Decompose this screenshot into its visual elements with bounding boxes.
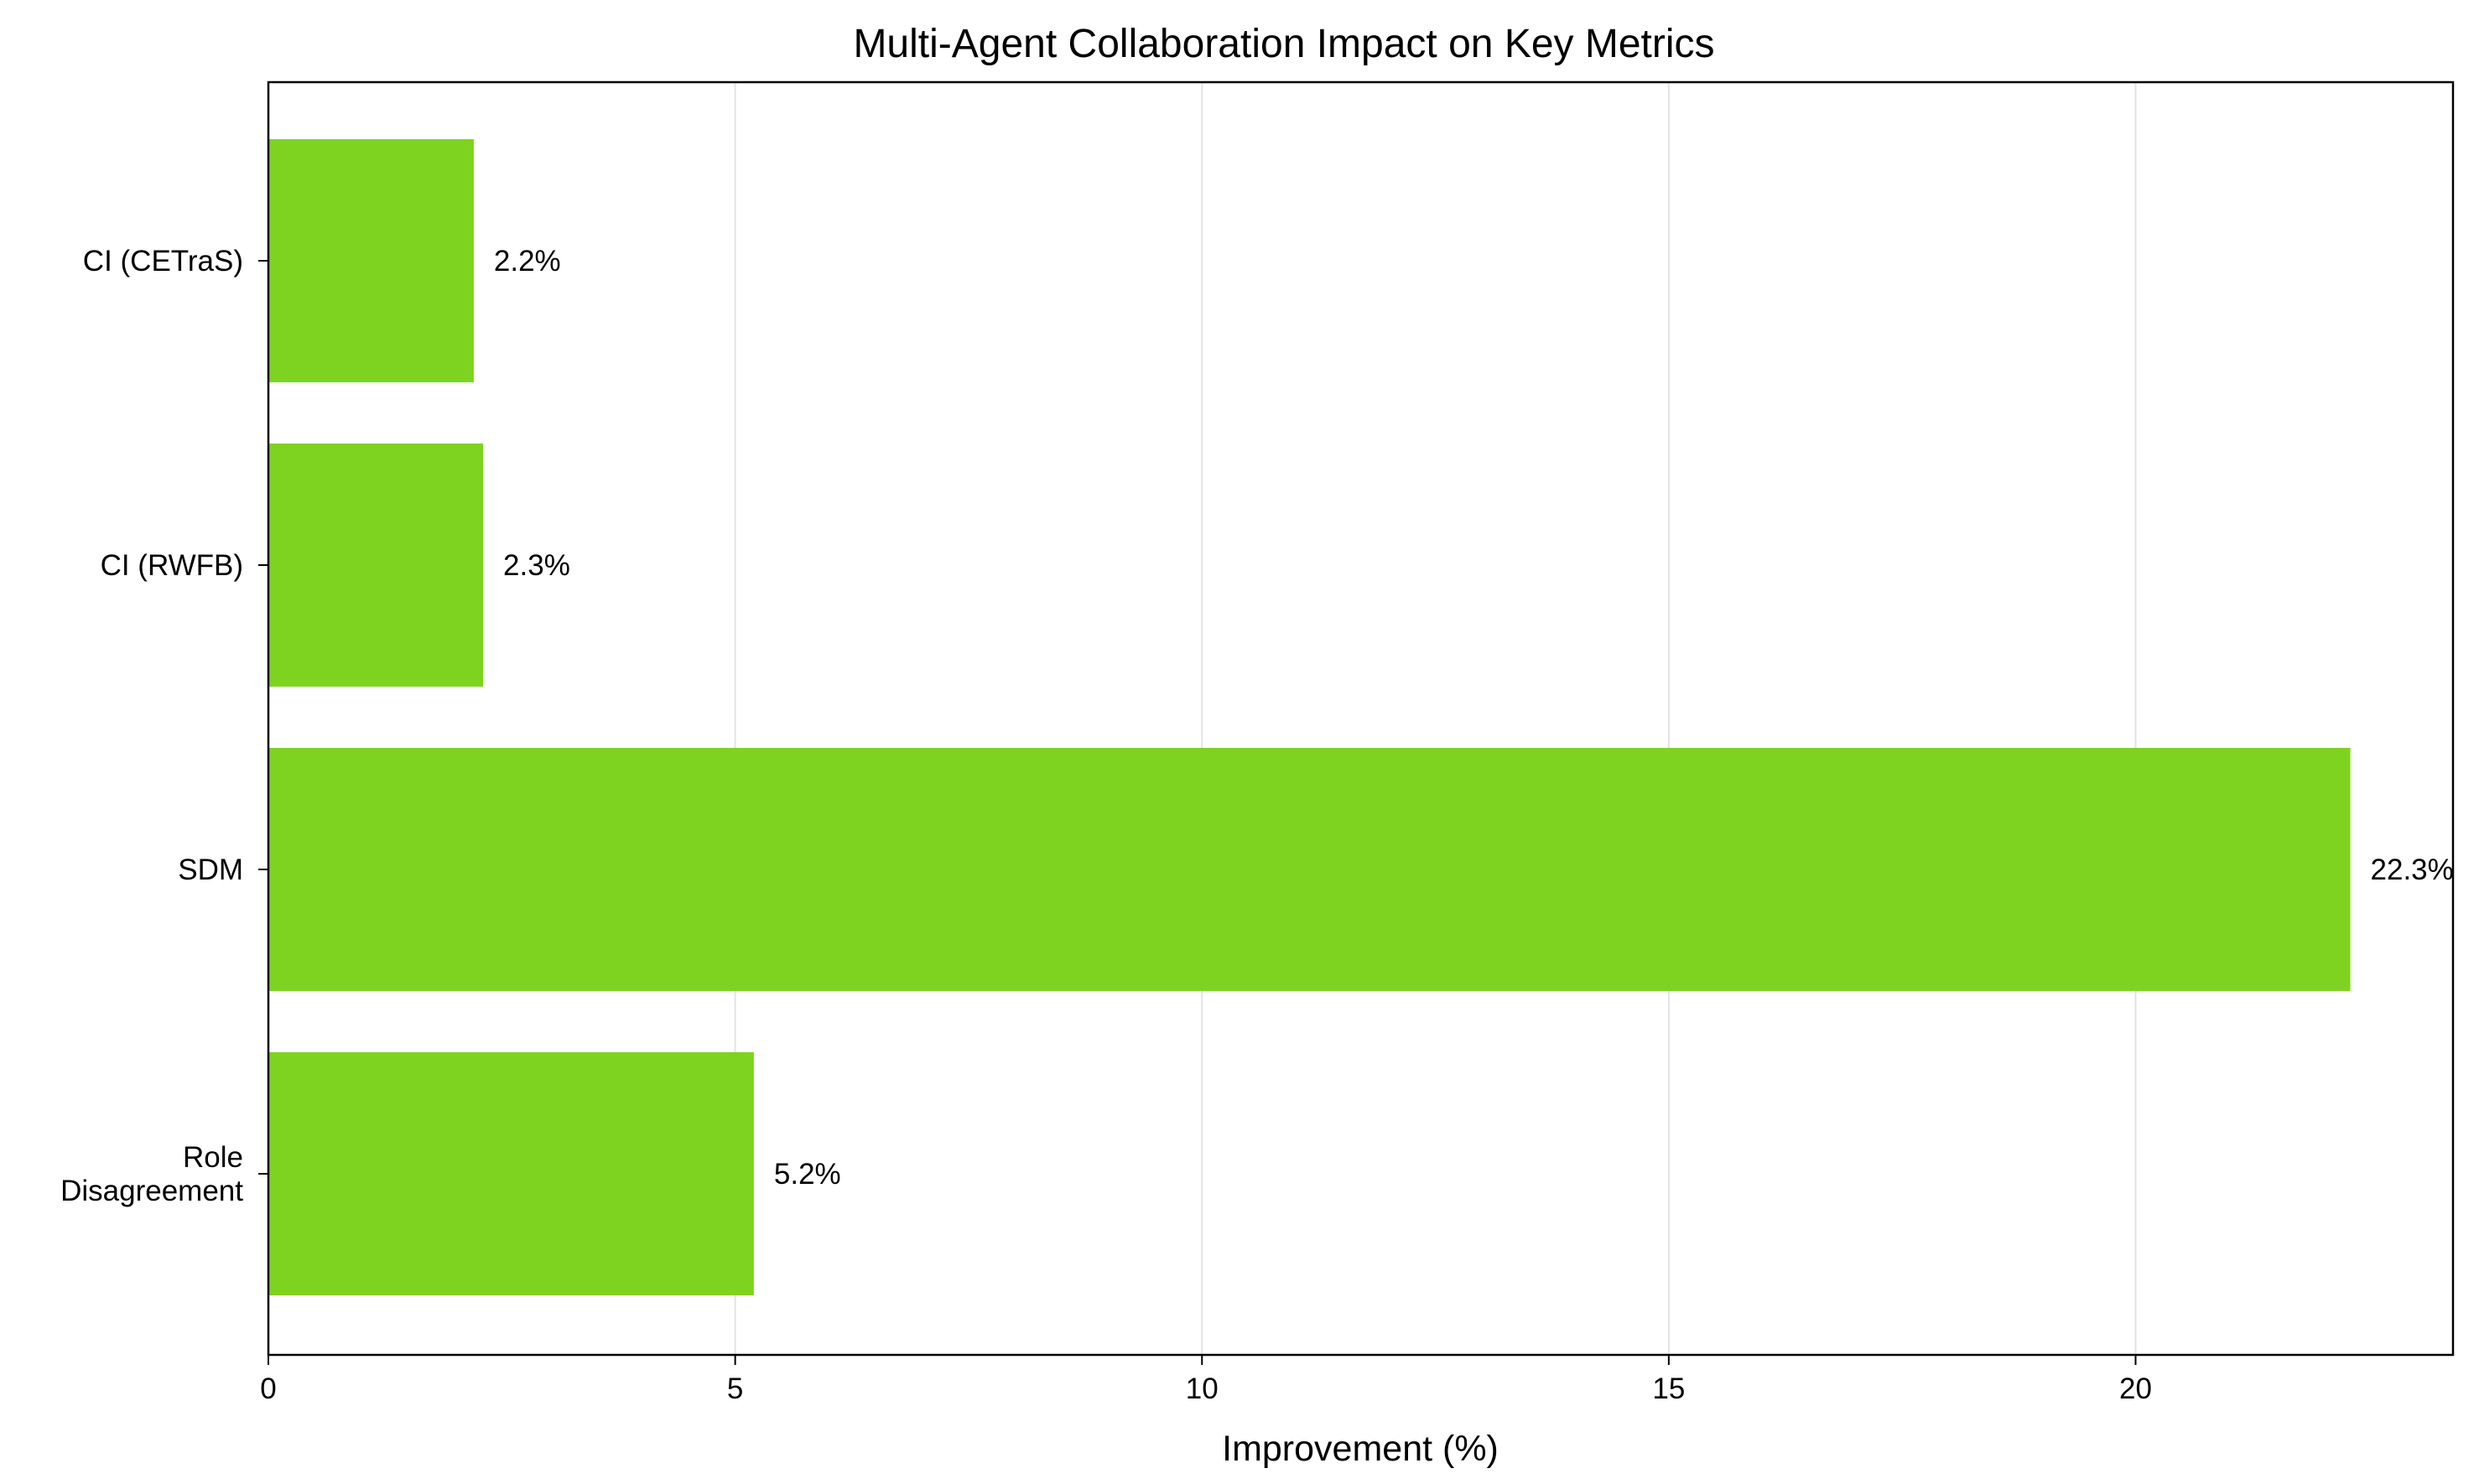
bar bbox=[268, 139, 474, 382]
ticks: 0 5 10 15 20 CI (CETraS) CI (RWFB) SDM Role Disag… bbox=[60, 245, 2152, 1405]
gridlines bbox=[734, 82, 2137, 1355]
x-tick-label: 0 bbox=[260, 1372, 276, 1405]
bar bbox=[268, 748, 2351, 991]
chart-title: Multi-Agent Collaboration Impact on Key … bbox=[853, 22, 1714, 66]
bar bbox=[268, 444, 484, 687]
x-axis-label: Improvement (%) bbox=[1222, 1429, 1499, 1469]
y-tick-label: CI (CETraS) bbox=[83, 245, 243, 278]
x-tick-label: 10 bbox=[1186, 1372, 1219, 1405]
data-label: 5.2% bbox=[774, 1158, 841, 1191]
y-tick-label: Role Disagreement bbox=[60, 1141, 243, 1207]
x-tick-label: 5 bbox=[727, 1372, 743, 1405]
y-tick-label: CI (RWFB) bbox=[101, 549, 243, 582]
data-label: 22.3% bbox=[2371, 854, 2454, 886]
x-tick-label: 15 bbox=[1652, 1372, 1685, 1405]
bar bbox=[268, 1052, 754, 1295]
data-labels: 2.2% 2.3% 22.3% 5.2% bbox=[494, 245, 2454, 1191]
data-label: 2.2% bbox=[494, 245, 561, 278]
data-label: 2.3% bbox=[503, 549, 570, 582]
y-tick-label: SDM bbox=[178, 854, 243, 886]
plot-frame bbox=[267, 80, 2455, 1357]
bars bbox=[268, 139, 2351, 1295]
x-tick-label: 20 bbox=[2119, 1372, 2152, 1405]
